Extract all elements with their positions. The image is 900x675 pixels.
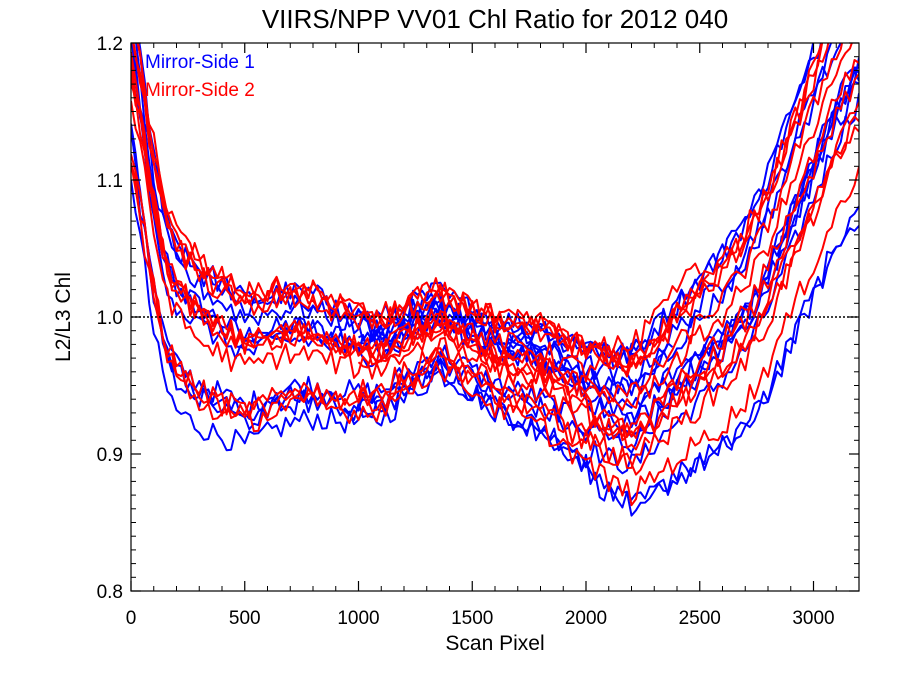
- x-tick-label: 1000: [337, 608, 379, 629]
- x-axis: 0 500 1000 1500 2000 2500 3000: [126, 43, 860, 629]
- x-tick-label: 500: [229, 608, 261, 629]
- y-axis: 0.8 0.9 1.0 1.1 1.2: [97, 34, 859, 603]
- plot-area: [131, 43, 859, 517]
- y-tick-label: 1.2: [97, 34, 123, 55]
- series-line-mirror-side-2: [131, 73, 859, 442]
- x-tick-label: 3000: [792, 608, 834, 629]
- legend: Mirror-Side 1 Mirror-Side 2: [145, 52, 255, 101]
- series-line-mirror-side-2: [131, 43, 853, 411]
- x-tick-label: 1500: [451, 608, 493, 629]
- y-tick-label: 0.9: [97, 445, 123, 466]
- y-tick-label: 0.8: [97, 582, 123, 603]
- series-line-mirror-side-2: [136, 43, 830, 370]
- y-tick-label: 1.0: [97, 308, 123, 329]
- series-line-mirror-side-2: [131, 51, 859, 438]
- x-tick-label: 2500: [679, 608, 721, 629]
- series-line-mirror-side-2: [357, 43, 844, 403]
- series-line-mirror-side-2: [131, 163, 651, 469]
- y-axis-label: L2/L3 Chl: [52, 272, 75, 362]
- x-tick-label: 2000: [565, 608, 607, 629]
- series-line-mirror-side-1: [131, 123, 859, 509]
- series-line-mirror-side-2: [131, 162, 859, 507]
- series-line-mirror-side-2: [132, 43, 823, 369]
- series-line-mirror-side-2: [357, 59, 859, 438]
- chart-title: VIIRS/NPP VV01 Chl Ratio for 2012 040: [262, 4, 728, 34]
- series-line-mirror-side-2: [131, 58, 859, 451]
- y-tick-label: 1.1: [97, 171, 123, 192]
- x-axis-label: Scan Pixel: [445, 632, 544, 655]
- legend-entry-mirror-side-2: Mirror-Side 2: [145, 80, 255, 101]
- x-tick-label: 0: [126, 608, 137, 629]
- legend-entry-mirror-side-1: Mirror-Side 1: [145, 52, 255, 73]
